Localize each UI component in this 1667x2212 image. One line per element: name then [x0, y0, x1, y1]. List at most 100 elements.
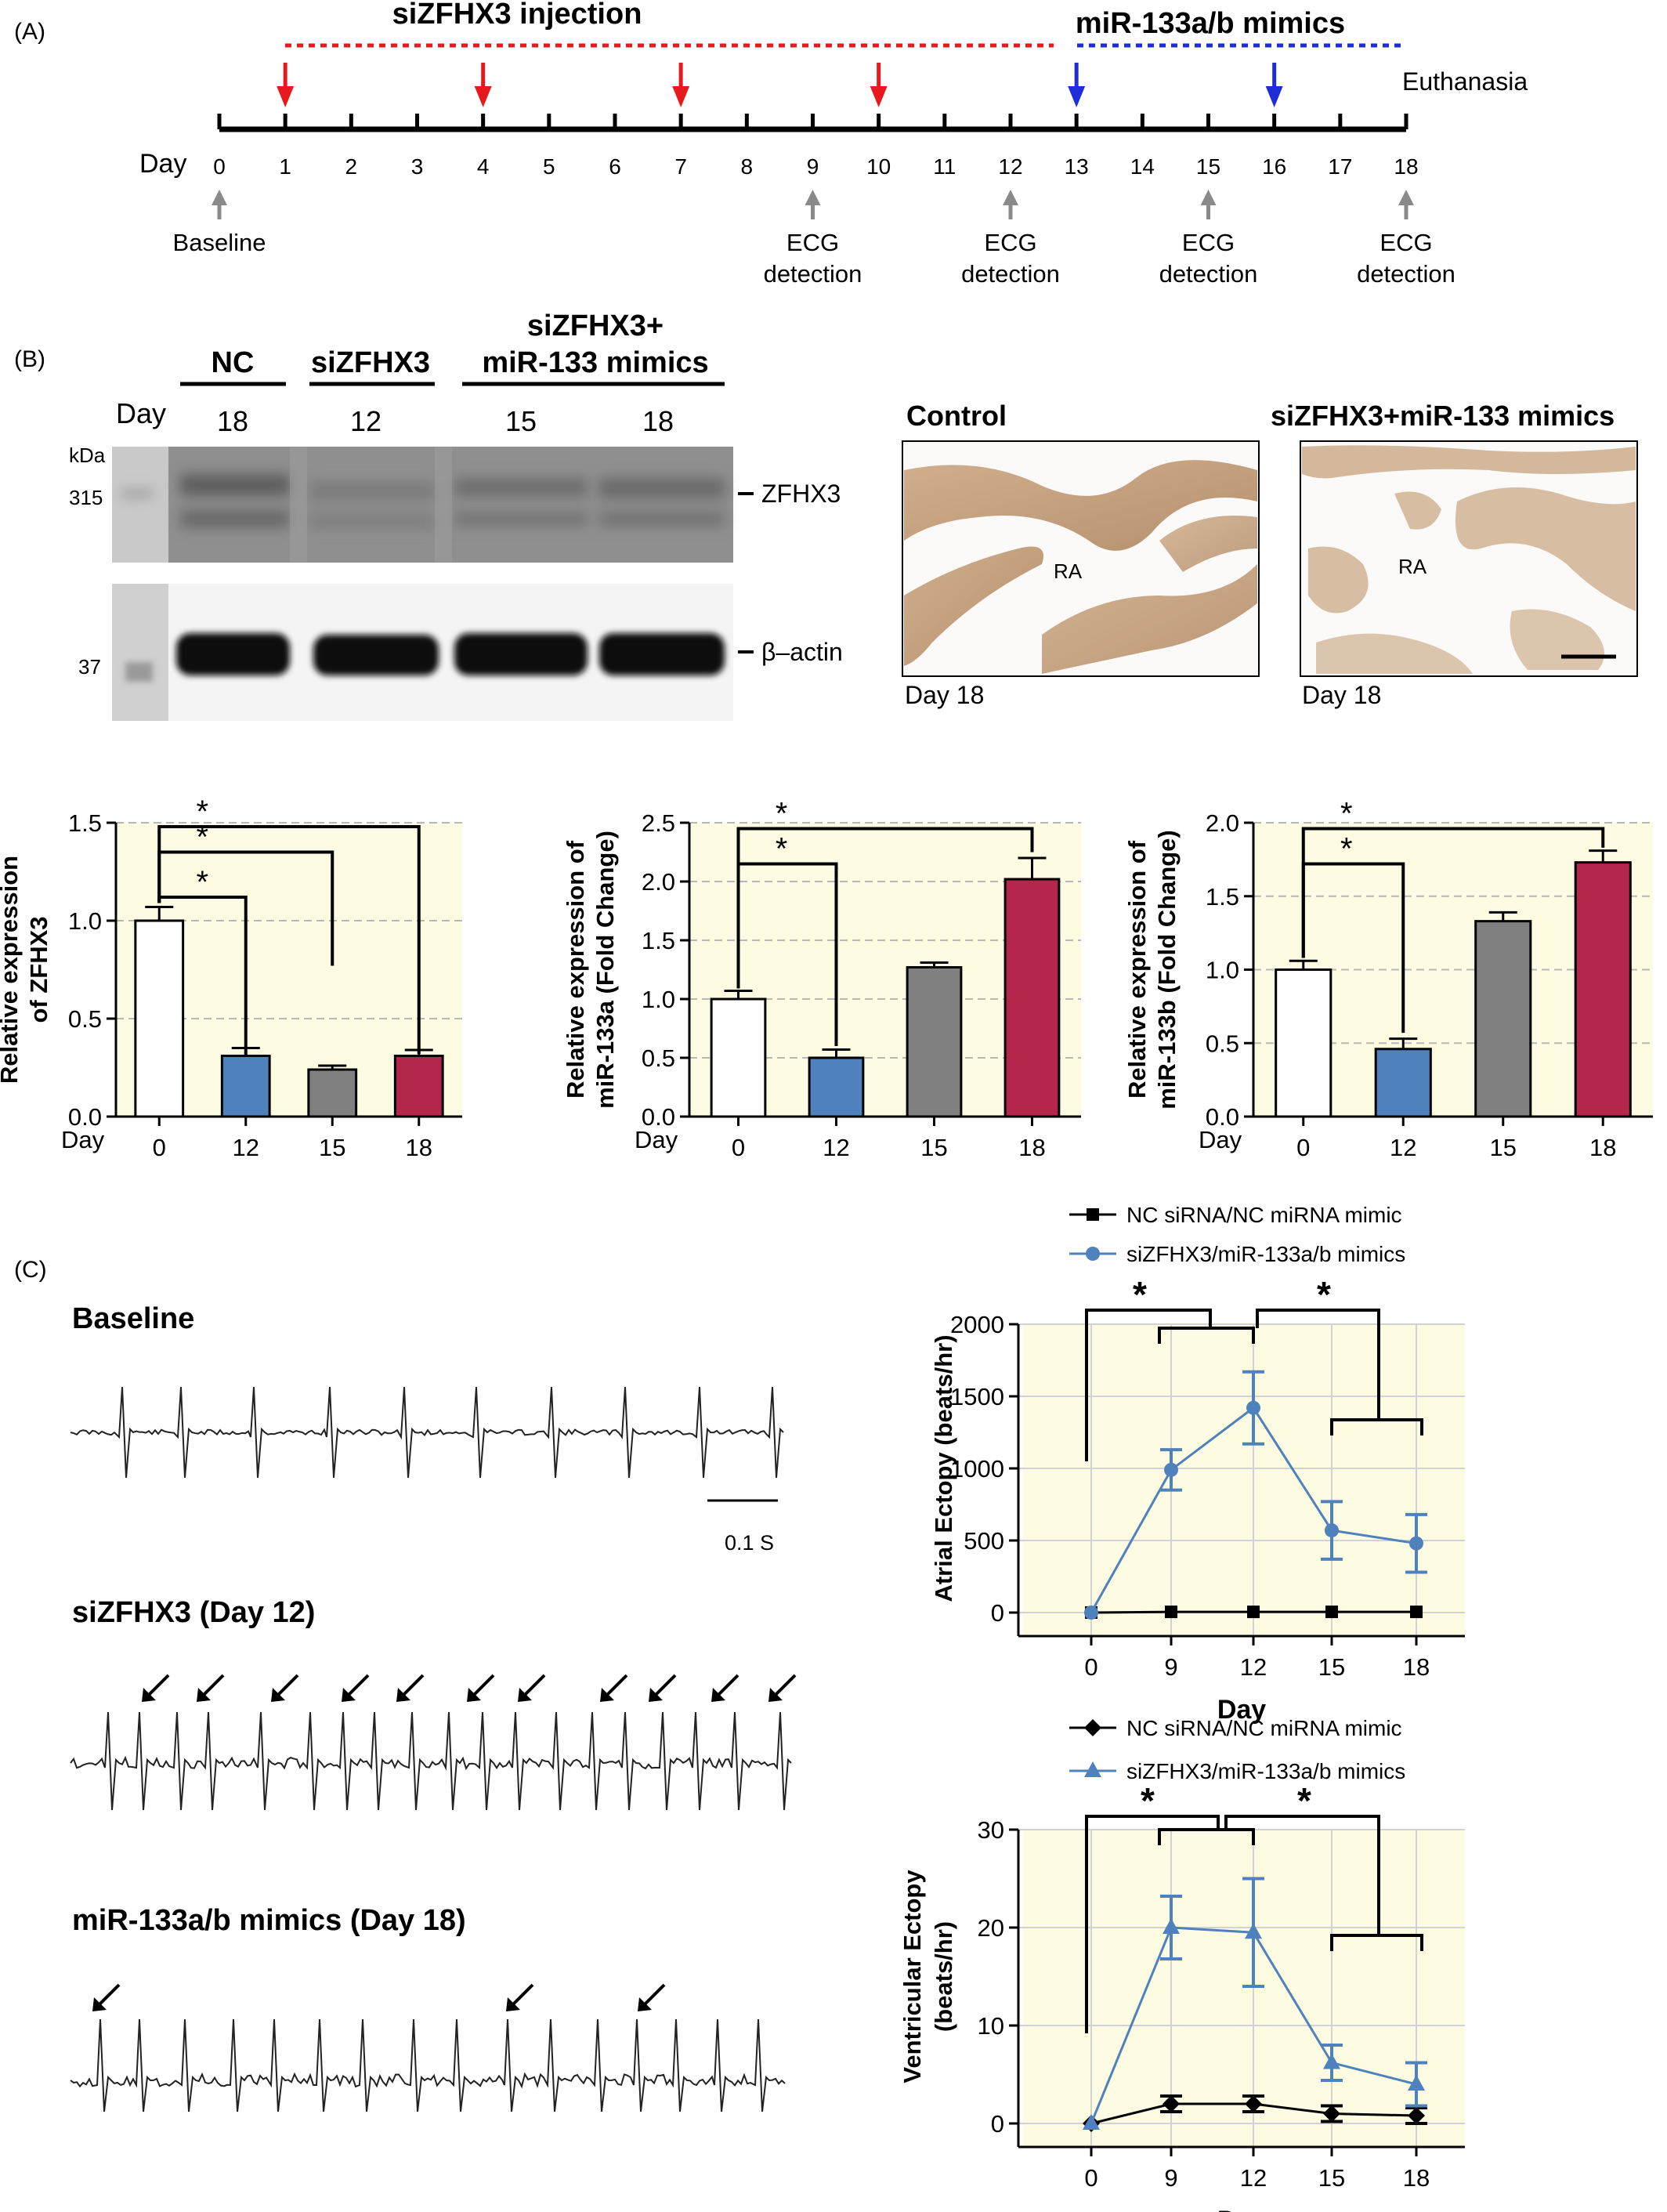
x-axis-label: Day: [1199, 1126, 1242, 1153]
y-tick-label: 2.0: [1206, 809, 1239, 837]
timeline-day-label: 5: [543, 154, 555, 179]
data-point: [1410, 1606, 1423, 1619]
group-si-label: siZFHX3: [311, 346, 430, 379]
control-ra-label: RA: [1054, 559, 1083, 583]
y-tick-label: 0: [991, 2110, 1004, 2138]
timeline-day-label: 8: [741, 154, 754, 179]
y-tick-label: 2.0: [642, 868, 675, 896]
timeline-day-label: 6: [609, 154, 621, 179]
x-axis-label: Day: [1217, 2206, 1266, 2212]
x-tick-label: 9: [1164, 1653, 1177, 1681]
lane-day-label: 12: [350, 405, 381, 437]
x-tick-label: 15: [920, 1134, 947, 1161]
y-tick-label: 2.5: [642, 809, 675, 837]
mimic-arrow: [1265, 63, 1283, 107]
significance-bracket: [157, 896, 248, 1056]
mimic-arrow: [1068, 63, 1086, 107]
ectopy-arrowhead: [518, 1688, 532, 1702]
actin-blot: [112, 584, 733, 721]
ectopy-arrow: [641, 1983, 666, 2008]
mimics-label: miR-133a/b mimics: [1076, 7, 1345, 40]
legend-label: NC siRNA/NC miRNA mimic: [1126, 1716, 1402, 1740]
bar: [906, 966, 963, 1118]
ecg-trace-baseline: [70, 1386, 784, 1479]
atrial-ectopy-chart: 0 500 1000 1500 2000 0 9 12 15 18 Day Atrial Ectopy…: [930, 1203, 1465, 1725]
combo-ra-label: RA: [1398, 555, 1427, 578]
timeline-day-label: 4: [477, 154, 490, 179]
injection-arrow: [672, 63, 690, 107]
bar-chart-zfhx3: 0.0 0.5 1.0 1.5 0 12 15 18 Day Relative expressio…: [0, 795, 462, 1161]
combo-histology-image: RA: [1300, 440, 1638, 677]
significance-bracket: [1224, 1815, 1380, 1934]
data-point: [1323, 2105, 1340, 2123]
data-point: [1325, 1606, 1338, 1619]
x-tick-label: 18: [1018, 1134, 1045, 1161]
x-tick-label: 9: [1164, 2164, 1177, 2192]
ecg-arrow: [1200, 190, 1217, 219]
ecg-label: detection: [764, 260, 862, 288]
ecg-label: ECG: [984, 229, 1036, 256]
timeline-arrows: [277, 63, 1283, 107]
bar: [1275, 968, 1333, 1118]
significance-star: *: [196, 795, 208, 829]
timeline-day-label: 17: [1328, 154, 1352, 179]
ectopy-arrowhead: [768, 1688, 783, 1702]
injection-arrow: [277, 63, 295, 107]
significance-star: *: [1133, 1274, 1147, 1315]
y-tick-label: 1.0: [1206, 957, 1239, 984]
kda-label: kDa: [69, 443, 106, 467]
x-tick-label: 12: [1240, 2164, 1267, 2192]
significance-bracket: [736, 862, 838, 1046]
significance-bracket: [1256, 1309, 1380, 1418]
ectopy-arrowhead: [638, 1997, 652, 2011]
data-point: [1164, 1462, 1178, 1477]
y-tick-label: 1.0: [642, 986, 675, 1013]
actin-band-label: β–actin: [761, 638, 843, 666]
ecg-label: detection: [961, 260, 1060, 288]
panel-a-label: (A): [14, 19, 45, 45]
ectopy-arrowhead: [467, 1688, 481, 1702]
y-tick-label: 10: [978, 2012, 1004, 2040]
bar: [1003, 878, 1061, 1118]
y-axis-label: Relative expression of: [1123, 840, 1151, 1099]
significance-star: *: [776, 797, 788, 831]
marker-37: 37: [78, 655, 101, 679]
panel-c: (C) Baseline siZFHX3 (Day 12) miR-133a/b…: [14, 1203, 1465, 2212]
timeline-day-label: 1: [279, 154, 291, 179]
ventricular-ectopy-chart: 0 10 20 30 0 9 12 15 18 Day Ventricular Ectopy(bea…: [899, 1716, 1465, 2212]
data-point: [1163, 2095, 1180, 2112]
significance-bracket: [1330, 1418, 1423, 1435]
ectopy-arrow: [603, 1674, 628, 1699]
significance-star: *: [1340, 832, 1353, 867]
y-axis-label: (beats/hr): [930, 1921, 957, 2032]
timeline-day-label: 14: [1130, 154, 1155, 179]
significance-star: *: [1141, 1780, 1155, 1821]
ectopy-arrow: [509, 1983, 534, 2008]
x-axis-label: Day: [1217, 1695, 1266, 1725]
y-tick-label: 0.5: [1206, 1030, 1239, 1057]
y-tick-label: 1500: [950, 1383, 1004, 1410]
y-tick-label: 1.5: [642, 927, 675, 954]
significance-star: *: [196, 820, 208, 855]
significance-bracket: [1330, 1934, 1423, 1951]
data-point: [1083, 2114, 1100, 2130]
ectopy-arrowhead: [142, 1688, 156, 1702]
timeline-day-label: 10: [866, 154, 891, 179]
y-axis-label: miR-133a (Fold Change): [591, 831, 619, 1109]
x-tick-label: 12: [823, 1134, 849, 1161]
significance-star: *: [776, 832, 788, 867]
data-point: [1409, 1536, 1423, 1551]
control-title: Control: [906, 400, 1007, 432]
ectopy-arrowhead: [506, 1997, 520, 2011]
group-nc-label: NC: [212, 346, 255, 379]
timeline-day-label: 9: [807, 154, 819, 179]
timeline-day-label: 13: [1065, 154, 1089, 179]
baseline-label: Baseline: [173, 229, 266, 256]
significance-bracket: [1085, 1309, 1212, 1461]
ectopy-arrow: [345, 1674, 370, 1699]
bar-chart-mir133b: 0.0 0.5 1.0 1.5 2.0 0 12 15 18 Day Relative expres…: [1123, 797, 1653, 1161]
timeline-day-label: 3: [411, 154, 424, 179]
data-point: [1245, 2095, 1262, 2112]
trace-mimics-title: miR-133a/b mimics (Day 18): [72, 1904, 466, 1937]
injection-arrow: [474, 63, 492, 107]
